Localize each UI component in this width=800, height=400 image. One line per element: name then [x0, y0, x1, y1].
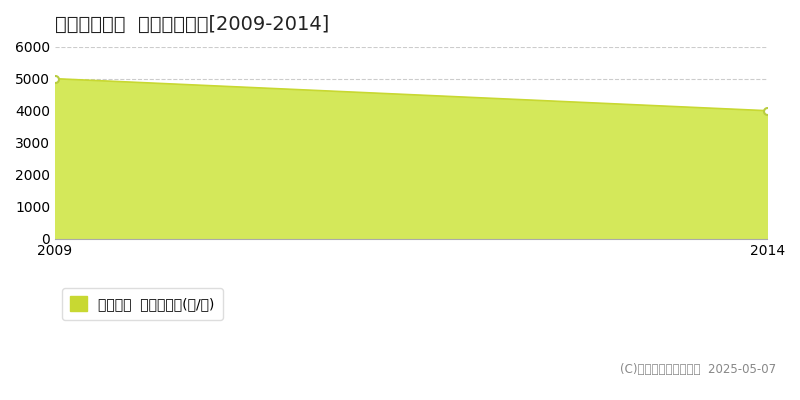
Text: 福井市佐野町  農地価格推移[2009-2014]: 福井市佐野町 農地価格推移[2009-2014] — [55, 15, 330, 34]
Text: (C)土地価格ドットコム  2025-05-07: (C)土地価格ドットコム 2025-05-07 — [620, 363, 776, 376]
Legend: 農地価格  平均坪単価(円/坪): 農地価格 平均坪単価(円/坪) — [62, 288, 222, 320]
